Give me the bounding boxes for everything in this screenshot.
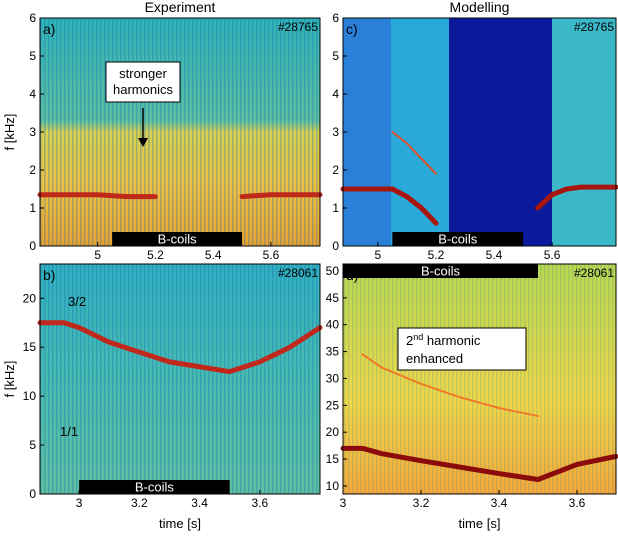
panel-label: c)	[346, 21, 358, 37]
b-coils-bar	[79, 480, 230, 494]
b-coils-label: B-coils	[135, 479, 175, 494]
b-coils-label: B-coils	[438, 231, 478, 246]
annotation: harmonics	[113, 82, 173, 97]
x-tick-label: 5.4	[486, 248, 503, 262]
y-tick-label: 6	[332, 11, 339, 25]
y-tick-label: 5	[332, 49, 339, 63]
y-tick-label: 4	[29, 87, 36, 101]
y-tick-label: 0	[29, 239, 36, 253]
mode-label: 3/2	[68, 294, 86, 309]
mode-line	[37, 320, 323, 375]
y-tick-label: 1	[29, 201, 36, 215]
texture	[343, 264, 616, 494]
b-coils-label: B-coils	[158, 231, 198, 246]
x-tick-label: 5.6	[544, 248, 561, 262]
y-tick-label: 20	[23, 291, 37, 305]
b-coils-bar	[392, 232, 524, 246]
x-axis-label: time [s]	[459, 516, 501, 531]
mode-line	[391, 131, 437, 175]
x-tick-label: 5.2	[147, 248, 164, 262]
axes-frame	[342, 263, 617, 495]
texture	[40, 264, 320, 494]
panel-label: d)	[346, 267, 358, 283]
x-tick-label: 5.2	[428, 248, 445, 262]
y-axis-label: f [kHz]	[2, 114, 17, 151]
mode-line	[37, 192, 323, 200]
y-tick-label: 15	[23, 340, 37, 354]
spectrogram-bg	[343, 18, 391, 246]
y-tick-label: 10	[23, 389, 37, 403]
mode-label: 1/1	[60, 424, 78, 439]
y-tick-label: 3	[332, 125, 339, 139]
b-coils-bar	[343, 264, 538, 278]
annotation-part: harmonic	[423, 333, 481, 348]
y-tick-label: 45	[326, 291, 340, 305]
y-tick-label: 2	[29, 163, 36, 177]
y-tick-label: 5	[29, 438, 36, 452]
x-tick-label: 3.4	[191, 496, 208, 510]
annotation: stronger	[119, 66, 167, 81]
y-tick-label: 1	[332, 201, 339, 215]
b-coils-label: B-coils	[421, 263, 461, 278]
x-tick-label: 3.4	[491, 496, 508, 510]
mode-line	[340, 184, 618, 226]
shot-number: #28765	[574, 20, 614, 34]
y-tick-label: 6	[29, 11, 36, 25]
y-tick-label: 4	[332, 87, 339, 101]
annotation: 2nd harmonic	[406, 332, 481, 348]
column-title: Experiment	[145, 0, 216, 15]
y-tick-label: 0	[332, 239, 339, 253]
x-tick-label: 3.2	[413, 496, 430, 510]
y-tick-label: 10	[326, 479, 340, 493]
spectrogram-bg	[391, 18, 449, 246]
mode-line	[340, 445, 618, 482]
y-tick-label: 15	[326, 452, 340, 466]
y-tick-label: 3	[29, 125, 36, 139]
annotation: enhanced	[406, 351, 463, 366]
x-tick-label: 5.6	[263, 248, 280, 262]
x-tick-label: 5	[94, 248, 101, 262]
texture	[40, 18, 320, 246]
axes-frame	[39, 263, 321, 495]
annotation-box	[397, 327, 527, 371]
panel-label: a)	[43, 21, 55, 37]
y-tick-label: 25	[326, 398, 340, 412]
annotation-part: 2	[406, 333, 413, 348]
arrow-head	[138, 138, 148, 147]
shot-number: #28765	[278, 20, 318, 34]
x-tick-label: 5	[375, 248, 382, 262]
panel-label: b)	[43, 267, 55, 283]
y-tick-label: 0	[29, 487, 36, 501]
mode-line	[361, 353, 539, 418]
y-tick-label: 2	[332, 163, 339, 177]
annotation-box	[105, 61, 181, 103]
b-coils-bar	[112, 232, 243, 246]
y-tick-label: 35	[326, 345, 340, 359]
shot-number: #28061	[278, 266, 318, 280]
annotation-sup: nd	[413, 332, 423, 342]
y-axis-label: f [kHz]	[2, 361, 17, 398]
x-tick-label: 3.6	[569, 496, 586, 510]
x-tick-label: 3.6	[251, 496, 268, 510]
x-axis-label: time [s]	[159, 516, 201, 531]
x-tick-label: 5.4	[205, 248, 222, 262]
x-tick-label: 3	[76, 496, 83, 510]
x-tick-label: 3.2	[131, 496, 148, 510]
column-title: Modelling	[450, 0, 510, 15]
spectrogram-bg	[552, 18, 616, 246]
y-tick-label: 50	[326, 264, 340, 278]
y-tick-label: 5	[29, 49, 36, 63]
x-tick-label: 3	[340, 496, 347, 510]
y-tick-label: 20	[326, 425, 340, 439]
shot-number: #28061	[574, 266, 614, 280]
y-tick-label: 40	[326, 318, 340, 332]
y-tick-label: 30	[326, 371, 340, 385]
spectrogram-bg	[449, 18, 552, 246]
